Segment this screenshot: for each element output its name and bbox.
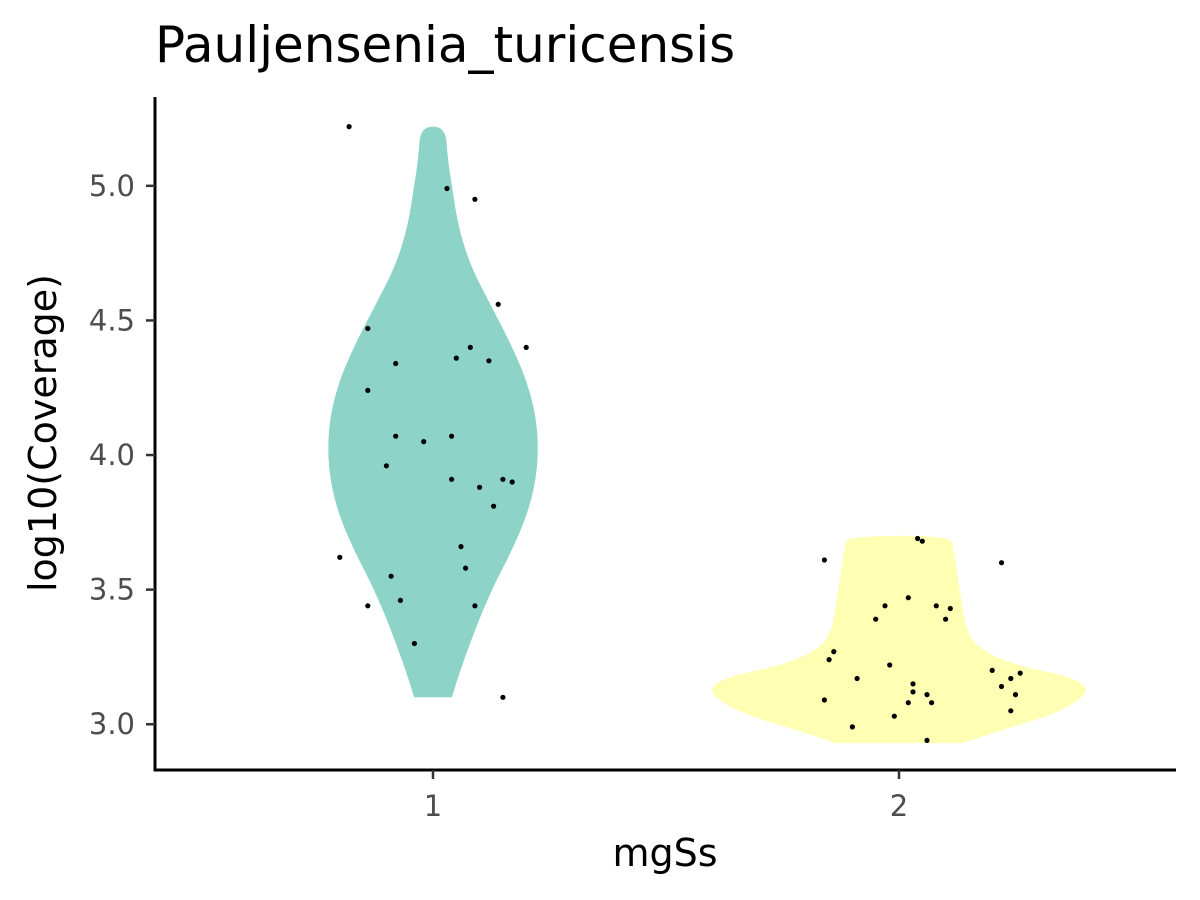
x-tick-label: 2 bbox=[890, 789, 908, 823]
data-point bbox=[397, 597, 403, 604]
data-point bbox=[509, 479, 515, 485]
data-point bbox=[1017, 670, 1023, 676]
data-point bbox=[943, 616, 949, 622]
x-tick-label: 1 bbox=[424, 789, 442, 823]
data-point bbox=[891, 713, 897, 719]
data-point bbox=[523, 344, 529, 350]
data-point bbox=[500, 476, 506, 482]
data-point bbox=[463, 565, 469, 571]
data-point bbox=[873, 616, 879, 622]
data-point bbox=[1008, 675, 1014, 682]
data-point bbox=[947, 605, 953, 612]
data-point bbox=[472, 603, 478, 609]
data-point bbox=[915, 535, 921, 542]
data-point bbox=[821, 697, 828, 703]
data-point bbox=[831, 649, 837, 655]
data-point bbox=[388, 573, 394, 579]
data-point bbox=[453, 355, 459, 361]
data-point bbox=[1008, 708, 1014, 714]
violin-1 bbox=[328, 126, 538, 698]
data-point bbox=[495, 301, 501, 307]
data-point bbox=[998, 560, 1005, 566]
data-point bbox=[910, 689, 916, 695]
data-point bbox=[393, 433, 399, 439]
y-tick-label: 3.5 bbox=[89, 573, 135, 607]
data-point bbox=[887, 662, 893, 668]
data-point bbox=[458, 544, 464, 550]
data-point bbox=[500, 694, 506, 700]
data-point bbox=[411, 640, 417, 647]
violin-2 bbox=[712, 535, 1086, 744]
data-point bbox=[905, 595, 911, 601]
y-tick-label: 4.5 bbox=[89, 303, 135, 337]
chart-title: Pauljensenia_turicensis bbox=[155, 16, 735, 74]
data-point bbox=[337, 554, 343, 560]
data-point bbox=[491, 503, 497, 509]
data-point bbox=[486, 358, 492, 364]
data-point bbox=[449, 476, 455, 482]
data-point bbox=[849, 724, 856, 730]
x-axis-title: mgSs bbox=[612, 831, 717, 875]
y-axis-ticks: 3.0 3.5 4.0 4.5 5.0 bbox=[89, 169, 155, 741]
data-point bbox=[467, 344, 473, 350]
data-point bbox=[365, 325, 371, 332]
data-point bbox=[882, 603, 888, 609]
data-point bbox=[989, 667, 995, 674]
data-point bbox=[910, 681, 916, 687]
data-point bbox=[924, 692, 930, 698]
data-point bbox=[933, 603, 939, 609]
data-point bbox=[472, 196, 478, 202]
data-point bbox=[854, 675, 860, 682]
data-point bbox=[905, 700, 911, 706]
data-point bbox=[821, 557, 828, 563]
data-point bbox=[998, 683, 1005, 690]
data-point bbox=[924, 737, 930, 744]
data-point bbox=[346, 124, 352, 130]
data-point bbox=[477, 484, 483, 490]
data-point bbox=[919, 538, 925, 544]
data-point bbox=[444, 185, 450, 192]
y-tick-label: 3.0 bbox=[89, 707, 135, 741]
data-point bbox=[393, 360, 399, 367]
data-point bbox=[421, 439, 427, 445]
data-point bbox=[929, 700, 935, 706]
data-point bbox=[1012, 692, 1019, 698]
data-point bbox=[365, 603, 371, 609]
data-point bbox=[826, 657, 832, 663]
y-axis-title: log10(Coverage) bbox=[21, 274, 65, 592]
point-layer bbox=[337, 124, 1023, 744]
y-tick-label: 4.0 bbox=[89, 438, 135, 472]
data-point bbox=[365, 387, 371, 393]
y-tick-label: 5.0 bbox=[89, 169, 135, 203]
violin-layer bbox=[328, 126, 1086, 744]
data-point bbox=[383, 463, 389, 469]
data-point bbox=[449, 433, 455, 439]
